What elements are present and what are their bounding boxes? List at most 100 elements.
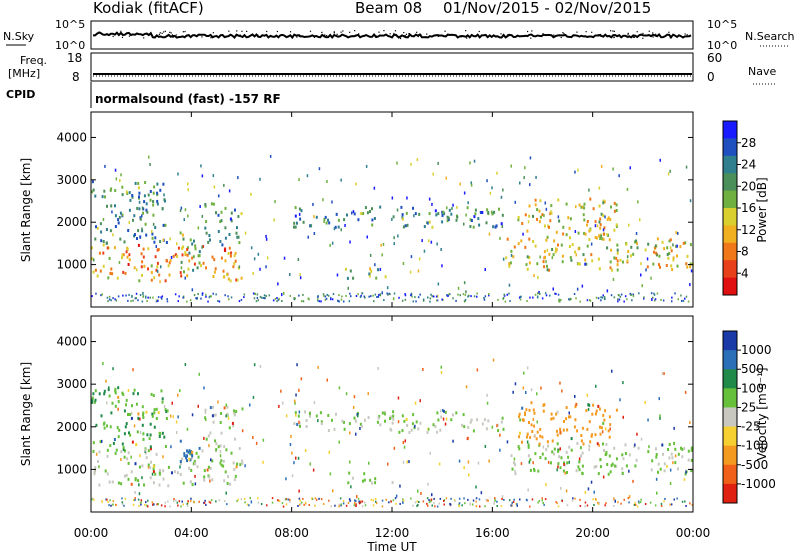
echo-cell <box>254 292 256 295</box>
echo-cell <box>410 293 412 296</box>
colorbar-swatch <box>723 121 737 139</box>
echo-cell <box>344 267 347 271</box>
echo-cell <box>188 259 191 263</box>
echo-cell <box>92 449 95 453</box>
echo-cell <box>124 425 127 429</box>
echo-cell <box>130 470 133 474</box>
echo-cell <box>522 418 525 422</box>
echo-cell <box>330 505 332 508</box>
echo-cell <box>433 295 435 298</box>
echo-cell <box>603 200 606 204</box>
echo-cell <box>182 503 184 506</box>
echo-cell <box>526 435 528 439</box>
echo-cell <box>630 293 632 296</box>
echo-cell <box>606 233 609 237</box>
echo-cell <box>280 389 282 393</box>
echo-cell <box>684 297 686 300</box>
echo-cell <box>147 465 150 469</box>
echo-cell <box>354 499 356 502</box>
colorbar-tick-label: 100 <box>741 381 764 395</box>
echo-cell <box>493 501 495 505</box>
echo-cell <box>527 454 530 458</box>
echo-cell <box>127 461 130 465</box>
echo-cell <box>613 464 616 468</box>
echo-cell <box>595 384 597 388</box>
echo-cell <box>294 225 297 229</box>
echo-cell <box>185 456 187 460</box>
echo-cell <box>127 229 130 232</box>
echo-cell <box>529 156 532 160</box>
echo-cell <box>586 223 588 227</box>
echo-cell <box>203 436 205 440</box>
echo-cell <box>318 497 320 500</box>
echo-cell <box>554 292 556 295</box>
echo-cell <box>128 208 131 212</box>
echo-cell <box>444 410 447 414</box>
echo-cell <box>686 265 689 269</box>
echo-cell <box>542 260 545 264</box>
echo-cell <box>108 295 111 298</box>
echo-cell <box>233 467 236 471</box>
echo-cell <box>470 183 473 187</box>
echo-cell <box>401 429 404 433</box>
echo-cell <box>430 498 433 501</box>
echo-cell <box>500 195 503 199</box>
echo-cell <box>106 424 108 428</box>
echo-cell <box>555 501 557 504</box>
echo-cell <box>112 500 114 503</box>
echo-cell <box>539 427 542 431</box>
freq-tick-top: 18 <box>67 51 82 65</box>
echo-cell <box>656 237 659 241</box>
echo-cell <box>556 442 559 446</box>
echo-cell <box>148 437 151 441</box>
echo-cell <box>179 209 182 213</box>
echo-cell <box>651 298 653 301</box>
echo-cell <box>299 273 301 277</box>
echo-cell <box>501 416 504 420</box>
echo-cell <box>668 252 671 255</box>
echo-cell <box>323 220 325 224</box>
echo-cell <box>211 255 214 259</box>
echo-cell <box>91 398 94 402</box>
echo-cell <box>560 243 563 247</box>
echo-cell <box>538 290 540 294</box>
echo-cell <box>253 257 256 261</box>
echo-cell <box>223 445 226 449</box>
echo-cell <box>151 236 154 240</box>
echo-cell <box>394 497 397 500</box>
echo-cell <box>620 502 622 505</box>
echo-cell <box>569 256 572 259</box>
echo-cell <box>457 286 460 290</box>
echo-cell <box>357 293 359 296</box>
echo-cell <box>609 218 612 222</box>
echo-cell <box>202 261 205 265</box>
echo-cell <box>162 455 164 459</box>
echo-cell <box>565 202 568 206</box>
echo-cell <box>149 433 152 437</box>
echo-cell <box>92 392 95 396</box>
echo-cell <box>128 220 130 224</box>
echo-cell <box>91 400 94 404</box>
freq-tick-bottom: 8 <box>72 70 80 84</box>
echo-cell <box>413 214 415 218</box>
echo-cell <box>548 225 550 229</box>
echo-cell <box>259 364 262 368</box>
echo-cell <box>412 206 414 210</box>
echo-cell <box>391 217 393 221</box>
echo-cell <box>300 209 303 213</box>
echo-cell <box>399 484 401 488</box>
echo-cell <box>240 498 243 501</box>
echo-cell <box>101 195 104 199</box>
echo-cell <box>166 300 169 303</box>
echo-cell <box>110 299 112 302</box>
echo-cell <box>553 447 556 451</box>
echo-cell <box>436 411 439 415</box>
echo-cell <box>274 297 277 300</box>
echo-cell <box>168 273 171 277</box>
echo-cell <box>528 261 531 265</box>
echo-cell <box>488 459 490 463</box>
echo-cell <box>156 202 159 206</box>
echo-cell <box>149 447 152 451</box>
echo-cell <box>293 221 296 225</box>
echo-cell <box>349 460 351 464</box>
